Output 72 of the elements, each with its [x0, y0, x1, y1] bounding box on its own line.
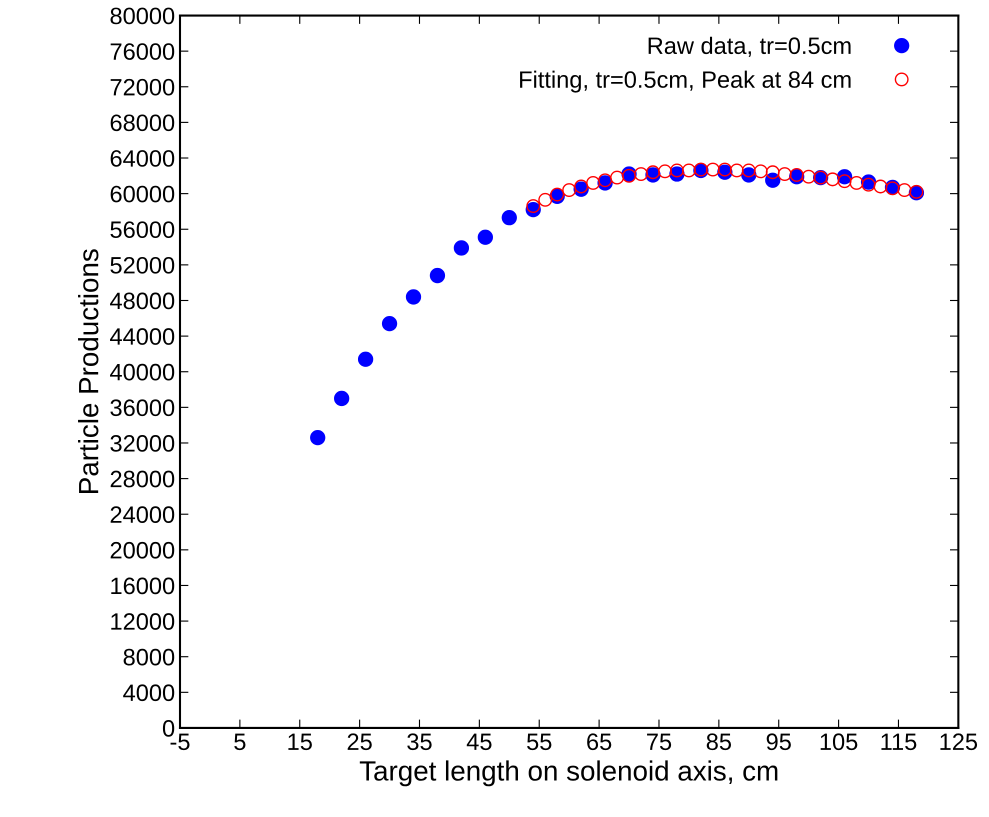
point — [430, 268, 446, 284]
point — [670, 164, 684, 178]
point — [586, 176, 600, 190]
point — [526, 199, 540, 214]
point — [766, 165, 780, 180]
point — [778, 167, 792, 181]
y-tick-label: 64000 — [110, 150, 174, 167]
point — [478, 230, 493, 245]
legend-label: Fitting, tr=0.5cm, Peak at 84 cm — [520, 70, 851, 93]
y-tick-label: 56000 — [110, 221, 174, 238]
y-tick-label: 36000 — [110, 399, 174, 416]
point — [682, 164, 696, 178]
point — [454, 240, 470, 256]
y-tick-label: 16000 — [111, 578, 174, 594]
legend-label: Raw data, tr=0.5cm — [648, 36, 851, 57]
y-tick-label: 60000 — [110, 186, 174, 202]
x-tick-label: 35 — [407, 733, 432, 750]
y-tick-label: 32000 — [110, 435, 174, 452]
point — [850, 176, 864, 190]
y-tick-label: 24000 — [110, 506, 174, 524]
y-tick-label: 28000 — [110, 470, 174, 488]
point — [754, 164, 768, 178]
point — [898, 183, 912, 198]
x-tick-label: 65 — [587, 733, 612, 750]
point — [730, 164, 744, 178]
point — [658, 164, 672, 178]
point — [382, 316, 398, 332]
point — [646, 165, 660, 180]
x-tick-label: 15 — [288, 734, 312, 750]
y-tick-label: 40000 — [110, 364, 174, 381]
point — [310, 430, 326, 446]
x-tick-label: 115 — [881, 734, 916, 750]
point — [634, 167, 648, 181]
x-axis-title: Target length on solenoid axis, cm — [360, 760, 778, 786]
point — [610, 170, 624, 185]
x-tick-label: 105 — [820, 733, 858, 750]
point — [718, 162, 732, 177]
x-tick-label: 5 — [234, 734, 246, 750]
y-tick-label: 4000 — [123, 684, 174, 702]
y-tick-label: 48000 — [110, 292, 174, 310]
point — [742, 164, 756, 178]
x-tick-label: 25 — [348, 733, 372, 750]
y-tick-label: 80000 — [110, 8, 174, 24]
point — [358, 352, 374, 367]
y-tick-label: 52000 — [110, 256, 174, 274]
y-tick-label: 12000 — [111, 613, 174, 630]
x-tick-label: 95 — [766, 733, 791, 750]
point — [406, 289, 422, 305]
y-tick-label: 8000 — [124, 648, 174, 666]
point — [826, 172, 840, 186]
point — [874, 180, 888, 194]
y-tick-label: 72000 — [110, 78, 174, 96]
x-tick-label: 85 — [706, 733, 731, 750]
x-tick-label: 125 — [940, 733, 978, 750]
x-tick-label: 45 — [466, 734, 492, 750]
point — [334, 390, 350, 406]
y-tick-label: 20000 — [110, 542, 174, 559]
point — [562, 183, 576, 198]
y-tick-label: 68000 — [110, 114, 174, 132]
x-tick-label: 55 — [527, 734, 552, 750]
point — [706, 162, 720, 177]
point — [862, 178, 876, 192]
point — [538, 192, 552, 207]
point — [574, 180, 588, 194]
point — [502, 210, 517, 226]
x-tick-label: 75 — [647, 734, 672, 750]
point — [838, 174, 852, 188]
point — [802, 170, 816, 184]
point — [598, 173, 612, 188]
y-axis-title: Particle Productions — [78, 249, 98, 493]
y-tick-label: 44000 — [110, 328, 174, 345]
y-tick-label: 76000 — [110, 43, 174, 60]
